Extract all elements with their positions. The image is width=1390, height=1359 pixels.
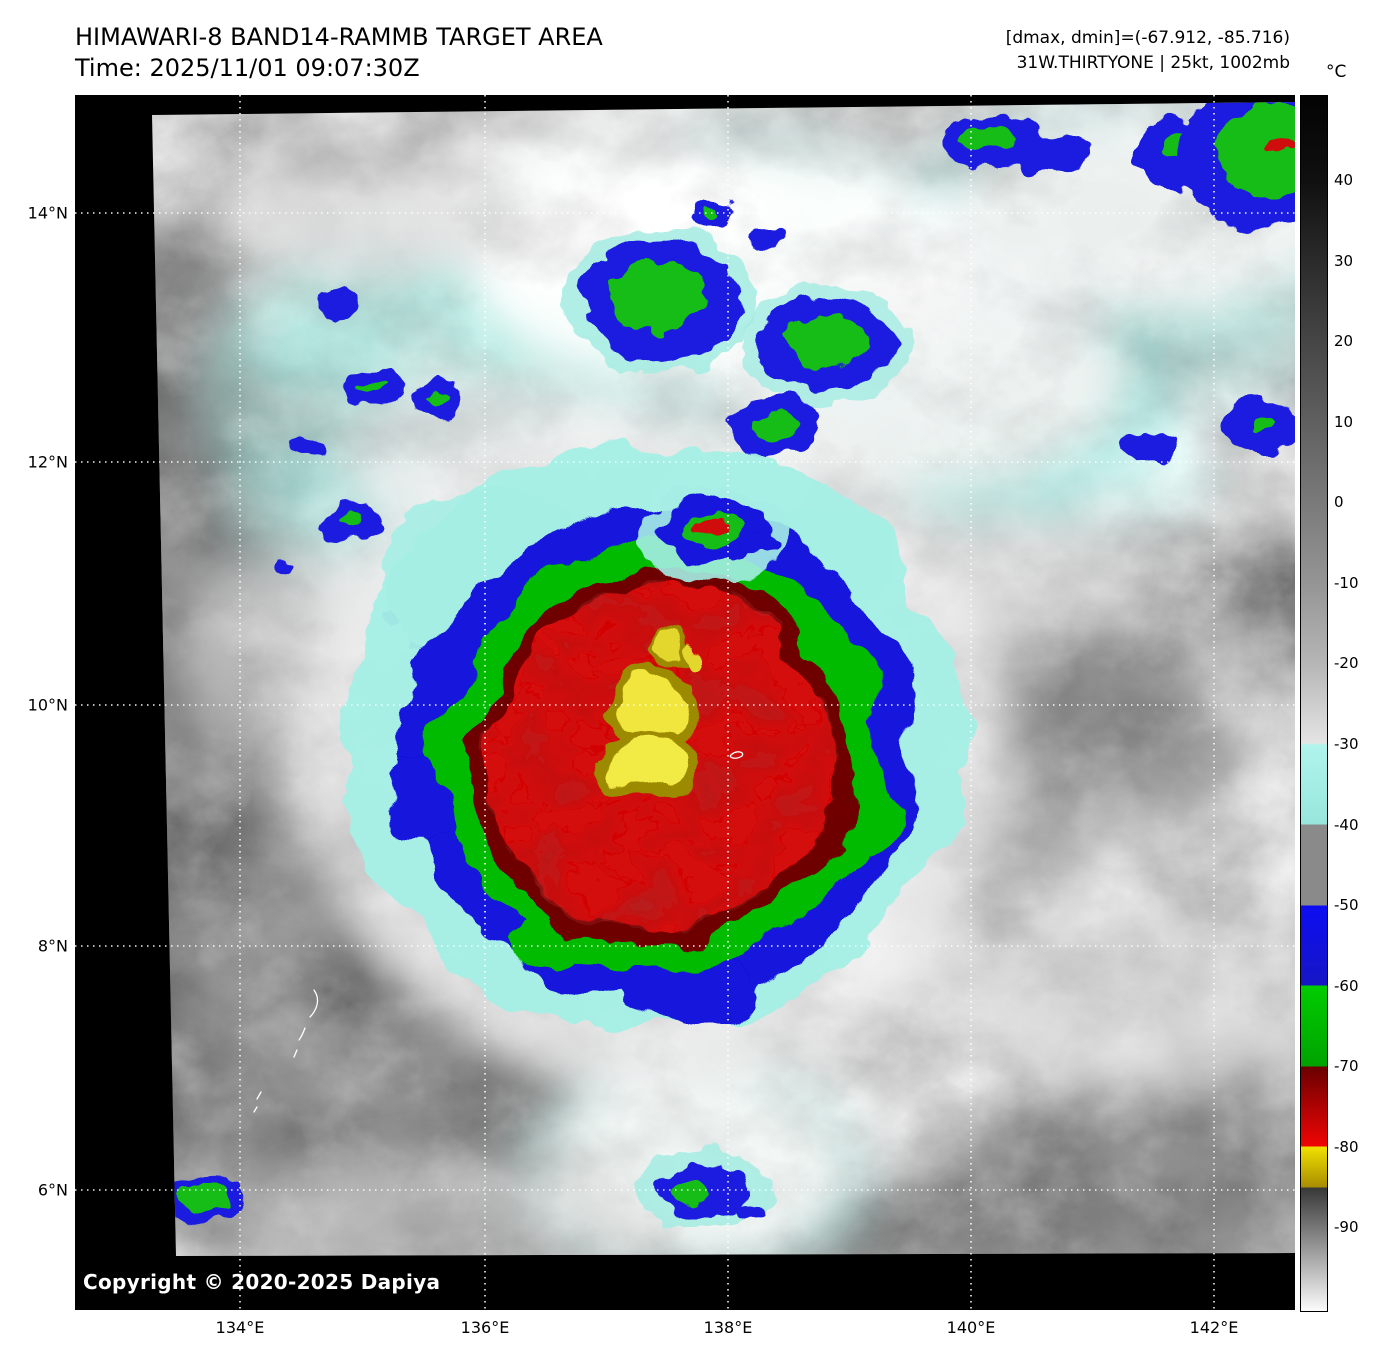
north-convective-cell xyxy=(637,488,793,578)
storm-info-annotation: 31W.THIRTYONE | 25kt, 1002mb xyxy=(1016,53,1290,73)
page-title: HIMAWARI-8 BAND14-RAMMB TARGET AREA xyxy=(75,23,603,51)
colorbar-tick: -30 xyxy=(1334,735,1359,753)
dmax-dmin-annotation: [dmax, dmin]=(-67.912, -85.716) xyxy=(1005,28,1290,48)
lat-label: 6°N xyxy=(37,1180,68,1200)
colorbar-tick: -20 xyxy=(1334,654,1359,672)
colorbar-tick: -60 xyxy=(1334,977,1359,995)
colorbar-tick: -50 xyxy=(1334,896,1359,914)
colorbar-tick: -90 xyxy=(1334,1218,1359,1236)
lon-label: 142°E xyxy=(1189,1318,1239,1337)
grid-lines xyxy=(75,95,1295,1310)
cyclone-cold-yellow-spots xyxy=(600,627,709,809)
lat-label: 8°N xyxy=(37,936,68,956)
colorbar-tick: 20 xyxy=(1334,332,1354,350)
satellite-map-plot: Copyright © 2020-2025 Dapiya xyxy=(75,95,1295,1310)
colorbar-unit-label: °C xyxy=(1326,62,1347,82)
lat-label: 10°N xyxy=(27,695,68,715)
lon-label: 136°E xyxy=(460,1318,510,1337)
coastlines xyxy=(253,751,744,1113)
lon-label: 138°E xyxy=(703,1318,753,1337)
lat-label: 14°N xyxy=(27,203,68,223)
colorbar-tick: -80 xyxy=(1334,1138,1359,1156)
lon-label: 134°E xyxy=(215,1318,265,1337)
colorbar-tick: -10 xyxy=(1334,574,1359,592)
colorbar-tick: -70 xyxy=(1334,1057,1359,1075)
tropical-cyclone xyxy=(341,435,965,1031)
colorbar xyxy=(1300,95,1328,1312)
colorbar-tick: 0 xyxy=(1334,493,1344,511)
colorbar-tick: 30 xyxy=(1334,252,1354,270)
data-swath xyxy=(152,102,1295,1256)
colorbar-tick: 40 xyxy=(1334,171,1354,189)
timestamp: Time: 2025/11/01 09:07:30Z xyxy=(75,54,420,82)
colorbar-tick: 10 xyxy=(1334,413,1354,431)
colorbar-tick: -40 xyxy=(1334,816,1359,834)
annotation-block: [dmax, dmin]=(-67.912, -85.716) 31W.THIR… xyxy=(1006,26,1290,76)
satellite-image xyxy=(75,95,1295,1310)
lat-label: 12°N xyxy=(27,452,68,472)
header-block: HIMAWARI-8 BAND14-RAMMB TARGET AREA Time… xyxy=(75,22,603,84)
convective-cells xyxy=(163,102,1295,1231)
copyright-text: Copyright © 2020-2025 Dapiya xyxy=(83,1270,441,1294)
lon-label: 140°E xyxy=(946,1318,996,1337)
